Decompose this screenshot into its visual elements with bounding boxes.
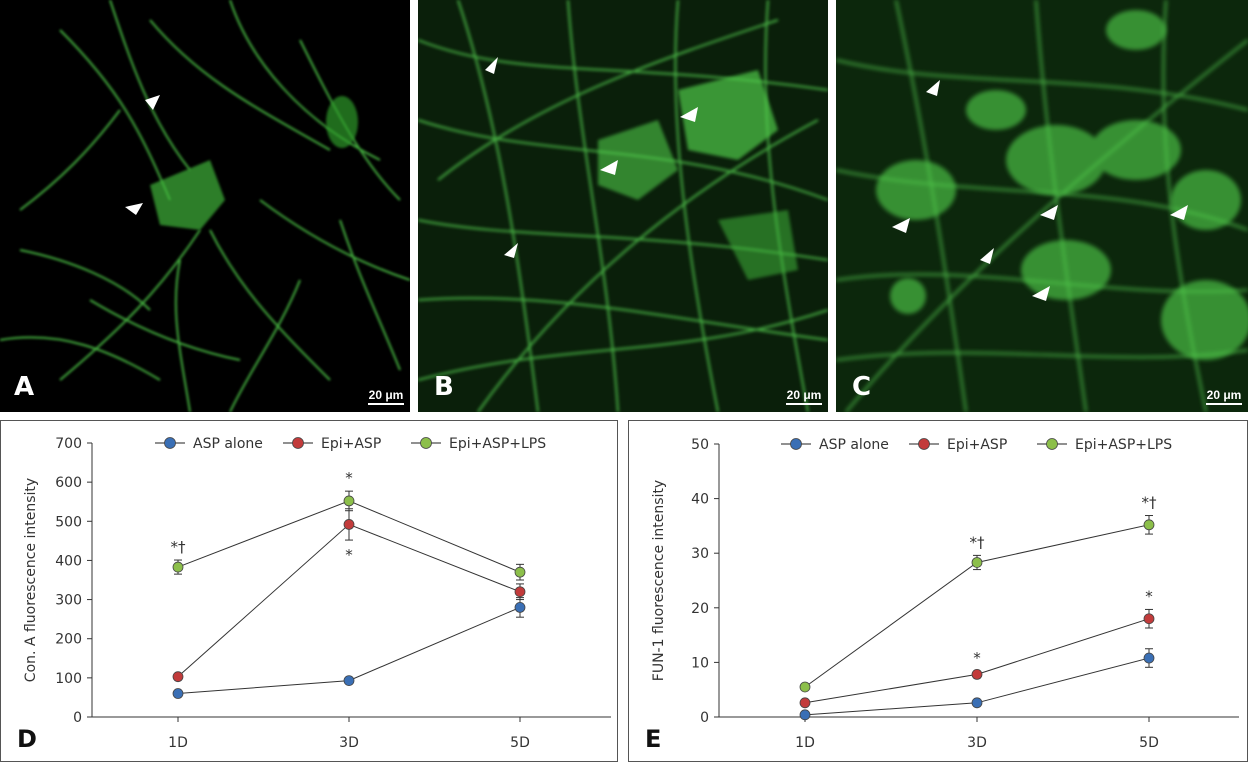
chart-d-y-tick-label: 700: [55, 436, 82, 452]
chart-e-legend-entry: Epi+ASP: [947, 437, 1007, 453]
micrograph-b-image: [418, 0, 828, 412]
chart-e-y-tick-label: 0: [700, 710, 709, 726]
chart-e-y-tick-label: 10: [691, 655, 709, 671]
chart-d-series-2: *† *: [171, 469, 526, 581]
chart-e-x-tick-label: 5D: [1139, 735, 1159, 751]
chart-d-data-point: [172, 561, 184, 573]
scale-bar-label-b: 20 μm: [786, 388, 822, 402]
scale-bar-line-c: [1206, 403, 1242, 405]
chart-e-significance-mark: *†: [970, 533, 986, 551]
chart-d-frame: 0 100 200 300 400 500 600 700 1D 3D 5D Con. A fluor…: [0, 420, 618, 762]
chart-e-significance-mark: *: [973, 649, 981, 667]
chart-d-y-tick-label: 400: [55, 553, 82, 569]
chart-e-y-axis-label: FUN-1 fluorescence intensity: [651, 480, 667, 681]
chart-e-legend-marker: [1046, 438, 1058, 450]
chart-d-legend-entry: Epi+ASP: [321, 436, 381, 452]
chart-e: 0 10 20 30 40 50 1D 3D 5D FUN-1 fluorescence inte…: [651, 437, 1239, 751]
chart-e-data-point: [799, 681, 811, 693]
chart-d-y-axis-label: Con. A fluorescence intensity: [23, 478, 39, 682]
chart-e-legend-entry: Epi+ASP+LPS: [1075, 437, 1172, 453]
chart-e-legend: ASP alone Epi+ASP Epi+ASP+LPS: [781, 437, 1172, 453]
chart-e-data-point: [1143, 652, 1155, 664]
chart-d-legend: ASP alone Epi+ASP Epi+ASP+LPS: [155, 436, 546, 452]
chart-e-y-tick-label: 40: [691, 492, 709, 508]
chart-d-data-point: [514, 586, 526, 598]
chart-e-significance-mark: *†: [1142, 494, 1158, 512]
panel-label-b: B: [434, 372, 454, 402]
panel-label-d: D: [17, 725, 37, 753]
chart-e-series-1: **: [799, 587, 1155, 709]
chart-e-legend-entry: ASP alone: [819, 437, 889, 453]
chart-d-series-0: [172, 597, 526, 699]
scale-bar-label-c: 20 μm: [1206, 388, 1242, 402]
panel-label-a: A: [14, 372, 35, 402]
scale-bar-line-b: [786, 403, 822, 405]
chart-e-x-tick-label: 1D: [795, 735, 815, 751]
chart-e-legend-marker: [790, 438, 802, 450]
chart-e-data-point: [1143, 519, 1155, 531]
chart-d-data-point: [343, 519, 355, 530]
chart-e-y-tick-label: 20: [691, 601, 709, 617]
micrograph-c-image: [836, 0, 1248, 412]
scale-bar-a: 20 μm: [368, 388, 404, 405]
chart-d-y-tick-label: 100: [55, 671, 82, 687]
scale-bar-c: 20 μm: [1206, 388, 1242, 405]
panel-label-e: E: [645, 725, 662, 753]
chart-e-data-point: [799, 709, 811, 721]
chart-e-frame: 0 10 20 30 40 50 1D 3D 5D FUN-1 fluorescence inte…: [628, 420, 1248, 762]
chart-e-y-tick-label: 30: [691, 546, 709, 562]
chart-e-legend-marker: [918, 438, 930, 450]
chart-e-data-point: [799, 697, 811, 709]
chart-e-data-point: [1143, 613, 1155, 625]
micrograph-a: A 20 μm: [0, 0, 410, 412]
micrograph-a-image: [0, 0, 410, 412]
chart-d-legend-marker: [292, 437, 304, 449]
micrograph-b: B 20 μm: [418, 0, 828, 412]
scale-bar-label-a: 20 μm: [368, 388, 404, 402]
chart-d-y-tick-label: 0: [73, 710, 82, 726]
chart-d-data-point: [172, 671, 184, 683]
chart-d-series-1: *: [172, 508, 526, 683]
chart-d-significance-mark: *†: [171, 538, 187, 556]
chart-d-legend-entry: Epi+ASP+LPS: [449, 436, 546, 452]
chart-d-x-tick-label: 3D: [339, 735, 359, 751]
chart-e-x-tick-label: 3D: [967, 735, 987, 751]
chart-d-x-tick-label: 1D: [168, 735, 188, 751]
scale-bar-line-a: [368, 403, 404, 405]
scale-bar-b: 20 μm: [786, 388, 822, 405]
chart-d-y-tick-label: 600: [55, 475, 82, 491]
chart-e-data-point: [971, 669, 983, 680]
chart-d-significance-mark: *: [345, 469, 353, 487]
chart-d: 0 100 200 300 400 500 600 700 1D 3D 5D Con. A fluor…: [23, 436, 611, 751]
chart-d-y-tick-label: 300: [55, 593, 82, 609]
chart-d-legend-marker: [420, 437, 432, 449]
chart-d-y-tick-label: 200: [55, 632, 82, 648]
chart-e-data-point: [971, 697, 983, 709]
chart-d-legend-marker: [164, 437, 176, 449]
chart-d-significance-mark: *: [345, 546, 353, 564]
chart-e-series-2: *† *†: [799, 494, 1158, 693]
chart-d-data-point: [514, 601, 526, 613]
chart-d-y-tick-label: 500: [55, 514, 82, 530]
chart-e-significance-mark: *: [1145, 587, 1153, 605]
chart-e-data-point: [971, 557, 983, 568]
chart-d-data-point: [343, 495, 355, 507]
chart-e-y-tick-label: 50: [691, 437, 709, 453]
chart-d-data-point: [172, 688, 184, 699]
micrograph-c: C 20 μm: [836, 0, 1248, 412]
chart-d-legend-entry: ASP alone: [193, 436, 263, 452]
chart-d-data-point: [514, 566, 526, 578]
chart-e-series-0: [799, 648, 1155, 721]
chart-d-x-tick-label: 5D: [510, 735, 530, 751]
panel-label-c: C: [852, 372, 872, 402]
chart-d-data-point: [343, 675, 355, 686]
